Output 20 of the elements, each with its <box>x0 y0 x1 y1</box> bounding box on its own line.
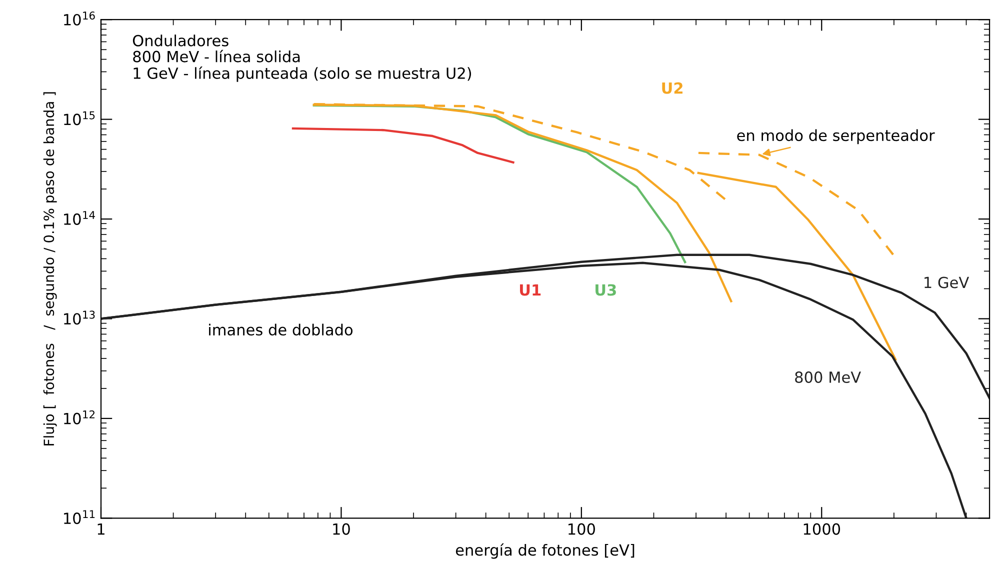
y-tick-label: 10$^{14}$ <box>64 211 95 225</box>
y-tick-label: 10$^{13}$ <box>64 310 95 325</box>
y-tick-label: 10$^{16}$ <box>64 12 95 26</box>
y-tick-label: 10$^{11}$ <box>64 510 95 524</box>
text: U3 <box>596 284 616 296</box>
annotation: imanes de doblado <box>209 324 353 336</box>
text: 800 MeV <box>795 371 861 383</box>
x-axis-title: energía de fotones [eV] <box>456 543 634 559</box>
x-tick-label: 100 <box>568 523 595 535</box>
text: U1 <box>520 284 541 296</box>
y-tick-label: 10$^{15}$ <box>64 111 95 126</box>
annotation: Onduladores 800 MeV - línea solida 1 GeV - línea punteada (solo se muestra U2) <box>132 34 471 82</box>
x-tick-label: 1 <box>98 523 104 535</box>
series-label: 1 GeV <box>924 276 970 288</box>
x-tick-label: 10 <box>333 523 350 535</box>
annotation: en modo de serpenteador <box>737 129 935 144</box>
y-axis-title: Flujo [ fotones / segundo / 0.1% paso de banda ] <box>43 92 57 446</box>
text: U2 <box>662 82 682 94</box>
y-tick-label: 10$^{12}$ <box>64 410 94 424</box>
x-tick-label: 1000 <box>804 523 840 535</box>
